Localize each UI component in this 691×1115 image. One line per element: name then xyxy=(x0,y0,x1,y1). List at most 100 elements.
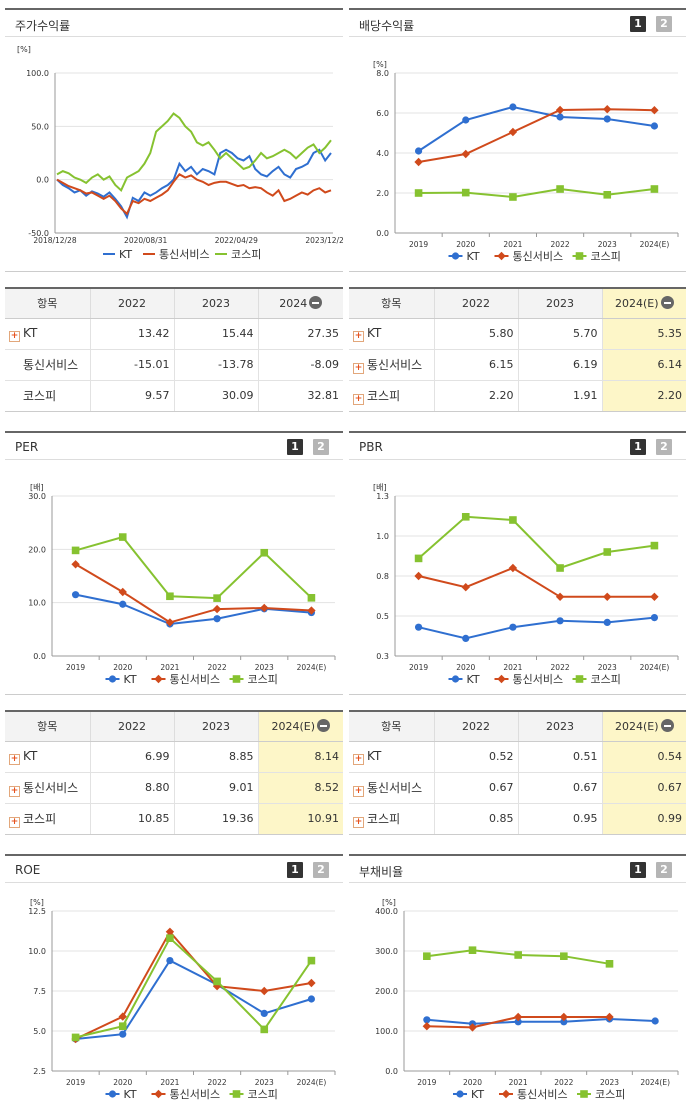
data-point xyxy=(307,594,316,602)
page-1-button[interactable]: 1 xyxy=(630,16,646,32)
collapse-icon[interactable] xyxy=(317,719,331,733)
legend-item[interactable]: 통신서비스 xyxy=(494,673,564,686)
col-header-label: 2024(E) xyxy=(271,720,316,734)
table-cell: 0.95 xyxy=(518,803,603,834)
y-tick-label: 200.0 xyxy=(375,987,398,996)
expand-icon[interactable]: + xyxy=(353,753,364,765)
x-tick-label: 2021 xyxy=(509,1078,528,1087)
data-point xyxy=(154,674,163,684)
page-1-button[interactable]: 1 xyxy=(287,439,303,455)
y-tick-label: 1.3 xyxy=(376,492,389,501)
series-line xyxy=(426,1017,656,1025)
page-2-button[interactable]: 2 xyxy=(313,862,329,878)
x-tick-label: 2020 xyxy=(456,663,475,672)
chart-legend: KT 통신서비스 코스피 xyxy=(448,673,621,686)
legend-item[interactable]: 코스피 xyxy=(572,673,621,686)
legend-item[interactable]: 코스피 xyxy=(577,1088,625,1101)
page-2-button[interactable]: 2 xyxy=(656,862,672,878)
legend-item[interactable]: 통신서비스 xyxy=(151,673,221,686)
legend-item[interactable]: 코스피 xyxy=(229,1088,278,1101)
data-point xyxy=(456,1090,464,1098)
expand-icon[interactable]: + xyxy=(9,753,20,765)
page-2-button[interactable]: 2 xyxy=(656,16,672,32)
table-row: 코스피 9.57 30.09 32.81 xyxy=(5,380,343,411)
expand-icon[interactable]: + xyxy=(353,393,364,405)
table-cell: 32.81 xyxy=(307,389,340,403)
x-tick-label: 2023 xyxy=(600,1078,619,1087)
x-tick-label: 2021 xyxy=(503,240,522,249)
expand-icon[interactable]: + xyxy=(9,330,20,342)
expand-icon[interactable]: + xyxy=(9,785,20,797)
data-point xyxy=(650,185,659,193)
page-1-button[interactable]: 1 xyxy=(630,439,646,455)
y-tick-label: 7.5 xyxy=(33,987,46,996)
pbr-table: 항목 2022 2023 2024(E) + KT 0.52 0.51 0.54 … xyxy=(349,710,686,835)
chart-legend: KT 통신서비스 코스피 xyxy=(105,1088,278,1101)
data-point xyxy=(108,675,117,683)
legend-item[interactable]: KT xyxy=(448,673,480,686)
data-point xyxy=(461,513,470,521)
per-table: 항목 2022 2023 2024(E) + KT 6.99 8.85 8.14 … xyxy=(5,710,343,835)
x-tick-label: 2023 xyxy=(598,240,617,249)
y-tick-label: 2.5 xyxy=(33,1067,46,1076)
page-1-button[interactable]: 1 xyxy=(287,862,303,878)
expand-icon[interactable]: + xyxy=(353,816,364,828)
expand-icon[interactable]: + xyxy=(353,785,364,797)
data-point xyxy=(513,1012,523,1022)
legend-item[interactable]: 코스피 xyxy=(215,248,261,261)
expand-icon[interactable]: + xyxy=(353,362,364,374)
legend-item[interactable]: KT xyxy=(448,250,480,263)
data-point xyxy=(605,960,614,968)
legend-item[interactable]: KT xyxy=(105,673,137,686)
table-cell: 0.85 xyxy=(434,803,519,834)
data-point xyxy=(462,634,470,642)
legend-label: 코스피 xyxy=(591,673,621,686)
x-tick-label: 2024(E) xyxy=(297,1078,327,1087)
data-point xyxy=(414,554,423,563)
row-label-cell: + KT xyxy=(349,318,435,350)
series-line xyxy=(75,936,313,1039)
x-tick-label: 2023 xyxy=(598,663,617,672)
data-point xyxy=(414,623,423,631)
row-label: 코스피 xyxy=(367,811,401,826)
series-line xyxy=(418,187,655,199)
series-line xyxy=(56,148,332,220)
data-point xyxy=(514,1018,522,1026)
legend-item[interactable]: 코스피 xyxy=(572,250,621,263)
data-point xyxy=(232,1090,241,1098)
data-point xyxy=(213,594,221,602)
legend-item[interactable]: 코스피 xyxy=(229,673,278,686)
x-tick-label: 2019 xyxy=(417,1078,436,1087)
legend-item[interactable]: KT xyxy=(105,1088,137,1101)
data-point xyxy=(508,563,518,573)
legend-item[interactable]: 통신서비스 xyxy=(499,1088,568,1101)
page-2-button[interactable]: 2 xyxy=(313,439,329,455)
data-point xyxy=(508,127,518,137)
legend-item[interactable]: 통신서비스 xyxy=(494,250,564,263)
x-tick-label: 2022 xyxy=(551,663,570,672)
collapse-icon[interactable] xyxy=(660,296,674,310)
collapse-icon[interactable] xyxy=(660,719,674,733)
page-2-button[interactable]: 2 xyxy=(656,439,672,455)
legend-item[interactable]: 통신서비스 xyxy=(151,1088,221,1101)
data-point xyxy=(307,956,316,965)
data-point xyxy=(603,592,612,601)
table-row: + 코스피 0.85 0.95 0.99 xyxy=(349,803,686,834)
legend-item[interactable]: KT xyxy=(103,248,132,261)
data-point xyxy=(166,592,174,601)
expand-icon[interactable]: + xyxy=(9,816,20,828)
y-tick-label: 12.5 xyxy=(28,907,46,916)
legend-item[interactable]: 통신서비스 xyxy=(143,248,210,261)
collapse-icon[interactable] xyxy=(309,296,323,310)
expand-icon[interactable]: + xyxy=(353,330,364,342)
legend-item[interactable]: KT xyxy=(453,1088,484,1101)
data-point xyxy=(260,986,269,996)
y-tick-label: 400.0 xyxy=(375,907,398,916)
data-point xyxy=(232,675,241,683)
data-point xyxy=(423,1016,431,1024)
dividend-chart: [%] 8.0 6.0 4.0 2.0 0.0 2019 2020 2021 2022 2023 20… xyxy=(349,37,686,272)
roe-chart-svg: [%]12.5 10.0 7.5 5.0 2.5 2019 2020 2021 2022 2023… xyxy=(28,898,336,1101)
row-label: 통신서비스 xyxy=(367,780,423,795)
table-cell: 0.67 xyxy=(602,772,686,804)
page-1-button[interactable]: 1 xyxy=(630,862,646,878)
